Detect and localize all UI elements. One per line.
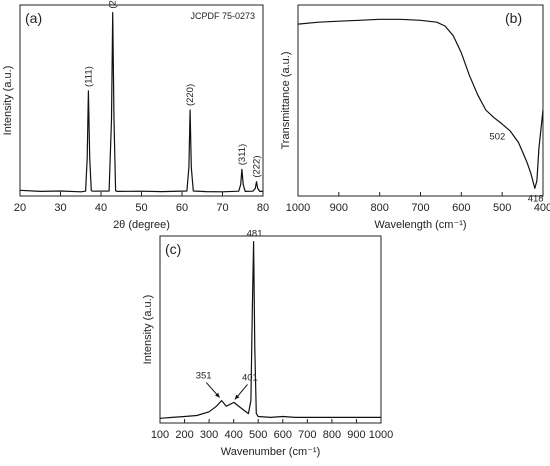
x-tick-label-b: 1000	[286, 202, 310, 214]
annotation-label-b: 502	[489, 131, 505, 142]
peak-label-a: (200)	[108, 0, 119, 9]
panel-label-b: (b)	[505, 10, 522, 26]
x-tick-label-b: 500	[493, 202, 511, 214]
x-tick-label-c: 900	[347, 429, 365, 441]
panel-a: 20 30 40 50 60 70 80 2θ (degree) Intensity (a.u.…	[2, 0, 269, 231]
x-tick-label-c: 1000	[369, 429, 393, 441]
x-tick-label-a: 30	[54, 202, 66, 214]
x-tick-label-c: 200	[175, 429, 193, 441]
x-tick-label-b: 600	[452, 202, 470, 214]
panel-c: 100 200 300 400 500 600 700 800 900 1000 Wavenumbe…	[142, 229, 393, 458]
peak-label-a: (220)	[185, 84, 196, 106]
x-tick-label-c: 700	[298, 429, 316, 441]
x-tick-label-c: 500	[249, 429, 267, 441]
annotation-arrowhead-c	[215, 392, 220, 398]
series-line-c	[159, 241, 381, 419]
peak-label-a: (111)	[83, 66, 94, 87]
reference-label-a: JCPDF 75-0273	[190, 11, 255, 21]
series-line-a	[19, 12, 263, 193]
x-tick-label-b: 700	[411, 202, 429, 214]
annotation-label-c: 481	[247, 229, 263, 240]
x-axis-title-b: Wavelength (cm⁻¹)	[374, 219, 466, 231]
plot-frame-c	[159, 235, 382, 424]
y-axis-title-b: Transmittance (a.u.)	[280, 51, 292, 149]
x-tick-label-c: 800	[323, 429, 341, 441]
x-tick-label-a: 80	[257, 202, 269, 214]
plot-frame-b	[297, 4, 544, 197]
x-axis-title-c: Wavenumber (cm⁻¹)	[221, 446, 321, 458]
x-tick-label-c: 600	[274, 429, 292, 441]
annotation-label-c: 351	[196, 371, 212, 382]
series-line-b	[297, 18, 544, 189]
plot-frame-a	[19, 4, 264, 197]
x-tick-label-c: 400	[224, 429, 242, 441]
panel-label-a: (a)	[25, 10, 42, 26]
x-tick-label-a: 70	[216, 202, 228, 214]
x-tick-label-c: 300	[200, 429, 218, 441]
x-tick-label-b: 800	[370, 202, 388, 214]
peak-label-a: (222)	[252, 155, 263, 177]
x-tick-label-a: 40	[95, 202, 107, 214]
panel-b: 1000 900 800 700 600 500 400 Wavelength (cm⁻¹) T…	[280, 4, 550, 231]
x-tick-label-b: 900	[330, 202, 348, 214]
x-tick-label-b: 400	[534, 202, 550, 214]
x-axis-title-a: 2θ (degree)	[113, 219, 170, 231]
annotation-arrowhead-c	[234, 394, 240, 400]
x-tick-label-a: 20	[14, 202, 26, 214]
y-axis-title-c: Intensity (a.u.)	[142, 295, 154, 365]
annotation-label-b: 418	[528, 193, 544, 204]
x-tick-label-c: 100	[151, 429, 169, 441]
x-tick-label-a: 50	[135, 202, 147, 214]
annotation-label-c: 401	[242, 372, 258, 383]
panel-label-c: (c)	[165, 241, 181, 257]
x-tick-label-a: 60	[176, 202, 188, 214]
peak-label-a: (311)	[237, 144, 248, 165]
y-axis-title-a: Intensity (a.u.)	[2, 66, 14, 136]
